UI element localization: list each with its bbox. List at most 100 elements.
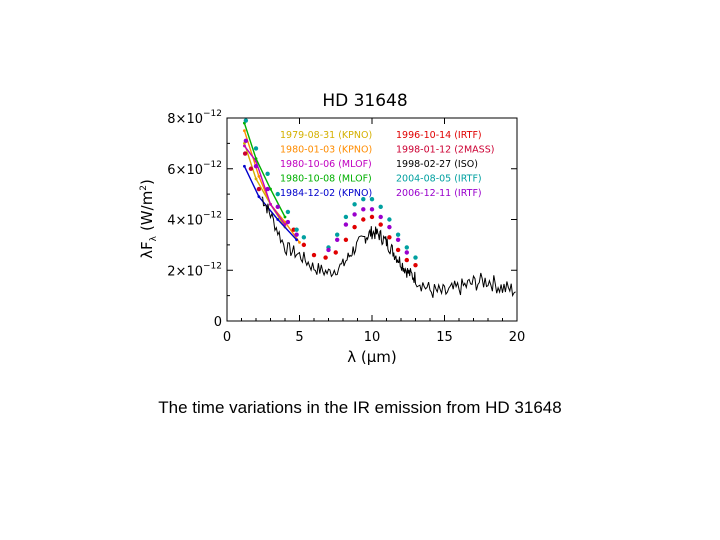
series-point: [294, 232, 299, 237]
series-point: [335, 237, 340, 242]
y-axis-label-units-sup: 2: [139, 185, 149, 191]
series-point: [413, 262, 418, 268]
series-point: [413, 255, 418, 260]
y-tick-label: 2×10−12: [167, 261, 222, 279]
series-point: [276, 218, 280, 221]
series-point: [343, 214, 349, 220]
series-point: [283, 215, 287, 219]
series-point: [269, 202, 272, 206]
series-point: [361, 217, 366, 222]
series-point: [369, 214, 375, 220]
series-point: [387, 235, 392, 240]
series-point: [253, 164, 259, 169]
series-point: [275, 191, 280, 197]
series-point: [242, 151, 248, 156]
legend-entry: 1996-10-14 (IRTF): [396, 130, 482, 141]
chart-title: HD 31648: [322, 91, 407, 111]
series-point: [395, 232, 401, 237]
y-tick-label: 8×10−12: [167, 109, 222, 127]
x-tick-label: 0: [223, 330, 231, 345]
legend-entry: 1984-12-02 (KPNO): [280, 188, 372, 199]
series-point: [387, 217, 392, 222]
y-axis-label: λFλ (W/m2): [138, 179, 159, 259]
series-point: [378, 204, 383, 210]
legend-entry: 1980-10-06 (MLOF): [280, 159, 372, 170]
series-point: [369, 197, 375, 202]
chart-figure: HD 31648 0 5 10 15 20 0 2×10−12 4×10−12 6×10−12 8…: [138, 91, 526, 366]
series-point: [257, 174, 261, 178]
x-tick-label: 20: [509, 330, 526, 345]
series-point: [343, 222, 349, 227]
series-point: [243, 129, 246, 133]
y-axis-label-units: (W/m: [138, 191, 156, 231]
series-point: [243, 118, 249, 123]
series-point: [298, 240, 301, 244]
series-point: [311, 252, 317, 258]
series-point: [248, 166, 254, 171]
series-point: [395, 247, 401, 253]
series-point: [301, 242, 307, 248]
x-tick-label: 5: [295, 330, 303, 345]
figure-caption: The time variations in the IR emission f…: [158, 398, 562, 417]
series-point: [333, 250, 338, 255]
series-point: [243, 144, 246, 148]
series-point: [352, 212, 357, 217]
series-point: [352, 224, 357, 230]
series-point: [323, 255, 328, 260]
series-point: [243, 164, 246, 168]
series-point: [378, 214, 383, 220]
series-point: [395, 237, 401, 242]
series-line: [243, 143, 286, 228]
series-point: [243, 138, 249, 144]
series-point: [326, 247, 331, 253]
series-point: [369, 207, 375, 212]
series-spectrum-line: [261, 196, 516, 298]
series-point: [283, 223, 287, 226]
series-point: [361, 197, 366, 202]
series-point: [343, 237, 349, 242]
y-axis-label-sub: λ: [149, 235, 159, 241]
series-point: [254, 177, 258, 181]
series-point: [256, 186, 262, 192]
series-point: [387, 224, 392, 230]
series-point: [404, 257, 409, 263]
series-line: [243, 122, 286, 218]
series-point: [275, 204, 280, 210]
series-point: [404, 245, 409, 250]
legend-entry: 1979-08-31 (KPNO): [280, 130, 372, 141]
y-tick-label: 4×10−12: [167, 211, 222, 229]
series-point: [404, 250, 409, 255]
legend-entry: 1998-02-27 (ISO): [396, 159, 478, 170]
legend-entry: 2006-12-11 (IRTF): [396, 188, 482, 199]
x-axis-label: λ (μm): [347, 348, 397, 366]
series-point: [254, 157, 258, 161]
series-point: [361, 207, 366, 212]
plot-area: [242, 118, 516, 298]
series-point: [265, 186, 270, 192]
series-point: [269, 187, 272, 191]
series-point: [378, 222, 383, 227]
chart-legend: 1979-08-31 (KPNO) 1980-01-03 (KPNO) 1980-1…: [280, 130, 494, 199]
y-axis-label-main: λF: [138, 241, 156, 259]
series-point: [285, 209, 291, 215]
series-point: [294, 227, 299, 232]
series-point: [253, 146, 259, 151]
series-point: [265, 171, 270, 177]
series-line: [243, 145, 286, 226]
y-axis-label-units-close: ): [138, 179, 156, 185]
series-point: [335, 232, 340, 237]
x-tick-label: 15: [436, 330, 453, 345]
legend-entry: 1998-01-12 (2MASS): [396, 145, 494, 156]
series-point: [257, 195, 261, 199]
series-point: [301, 235, 307, 240]
series-point: [295, 238, 298, 242]
y-tick-label: 0: [214, 315, 222, 330]
y-tick-label: 6×10−12: [167, 160, 222, 178]
series-point: [352, 202, 357, 207]
x-tick-label: 10: [364, 330, 381, 345]
chart-svg: HD 31648 0 5 10 15 20 0 2×10−12 4×10−12 6×10−12 8…: [138, 91, 526, 366]
legend-entry: 1980-10-08 (MLOF): [280, 174, 372, 185]
series-point: [285, 219, 291, 225]
legend-entry: 1980-01-03 (KPNO): [280, 145, 372, 156]
legend-entry: 2004-08-05 (IRTF): [396, 174, 482, 185]
